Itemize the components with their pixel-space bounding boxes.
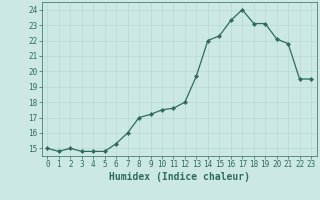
X-axis label: Humidex (Indice chaleur): Humidex (Indice chaleur)	[109, 172, 250, 182]
